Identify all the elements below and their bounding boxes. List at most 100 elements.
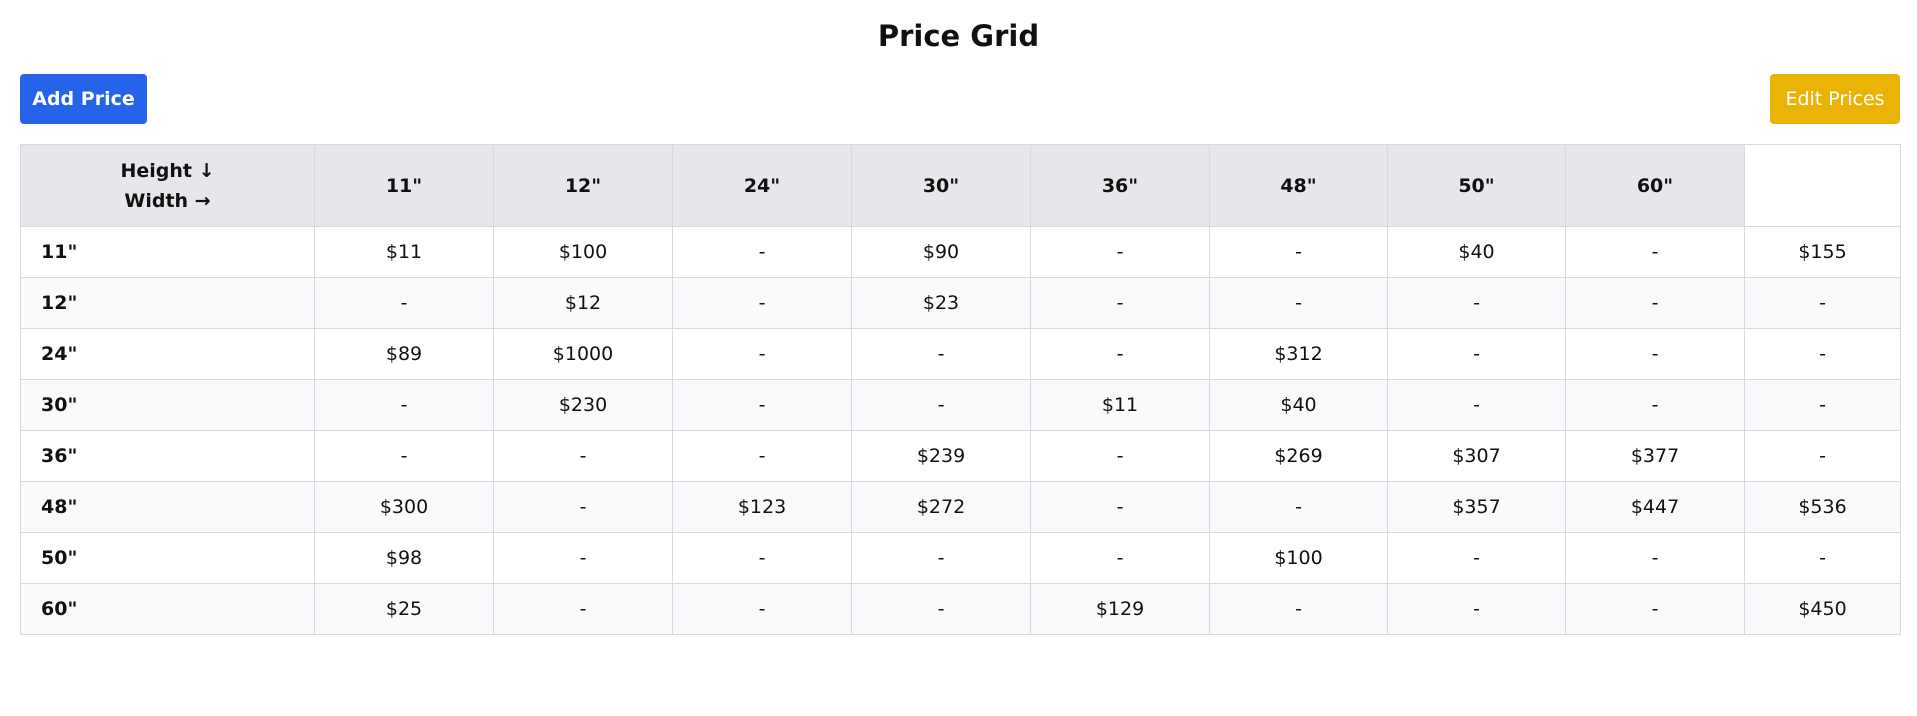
price-cell[interactable]: $11 [314,226,494,278]
price-cell[interactable]: - [1030,226,1210,278]
price-cell[interactable]: - [672,532,852,584]
column-header: 48" [1209,144,1388,227]
column-header: 24" [672,144,852,227]
price-cell[interactable]: - [1565,532,1745,584]
price-cell[interactable]: $25 [314,583,494,635]
price-cell[interactable]: - [1387,277,1566,329]
price-cell[interactable]: - [1387,379,1566,431]
header-row: Height ↓ Width → 11" 12" 24" 30" 36" 48" 50" 60… [20,144,1901,227]
price-cell[interactable]: $239 [851,430,1031,482]
price-cell[interactable]: - [493,532,673,584]
price-cell[interactable]: - [1565,277,1745,329]
price-cell[interactable]: $450 [1744,583,1901,635]
price-cell[interactable]: $312 [1209,328,1388,380]
price-cell[interactable]: $300 [314,481,494,533]
price-cell[interactable]: $536 [1744,481,1901,533]
price-cell[interactable]: - [851,328,1031,380]
price-cell[interactable]: - [1565,379,1745,431]
height-axis-label: Height ↓ [120,159,215,182]
price-grid-table: Height ↓ Width → 11" 12" 24" 30" 36" 48" 50" 60… [20,144,1901,635]
price-cell[interactable]: $100 [1209,532,1388,584]
price-cell[interactable]: $98 [314,532,494,584]
table-row: 30" - $230- - $11 $40- - - [20,379,1901,431]
page-title: Price Grid [877,19,1040,53]
table-row: 36" - - - $239- $269 $307 $377- [20,430,1901,482]
edit-prices-button[interactable]: Edit Prices [1770,74,1900,124]
price-cell[interactable]: - [1744,328,1901,380]
table-row: 11" $11 $100- $90- - $40- $155 [20,226,1901,278]
table-row: 50" $98- - - - $100- - - [20,532,1901,584]
table-row: 60" $25- - - $129- - - $450 [20,583,1901,635]
price-cell[interactable]: - [851,532,1031,584]
price-cell[interactable]: - [1744,430,1901,482]
column-header: 36" [1030,144,1210,227]
column-header: 12" [493,144,673,227]
price-cell[interactable]: - [1744,277,1901,329]
price-cell[interactable]: - [1565,328,1745,380]
price-cell[interactable]: $40 [1209,379,1388,431]
price-cell[interactable]: - [1387,328,1566,380]
price-cell[interactable]: - [1030,328,1210,380]
price-cell[interactable]: - [1030,481,1210,533]
price-cell[interactable]: - [493,583,673,635]
price-cell[interactable]: - [1030,277,1210,329]
price-cell[interactable]: - [1387,532,1566,584]
price-cell[interactable]: $447 [1565,481,1745,533]
price-cell[interactable]: - [672,430,852,482]
price-cell[interactable]: - [1209,583,1388,635]
price-cell[interactable]: - [672,328,852,380]
price-cell[interactable]: - [493,430,673,482]
corner-header: Height ↓ Width → [20,144,315,227]
price-cell[interactable]: $123 [672,481,852,533]
price-cell[interactable]: $377 [1565,430,1745,482]
price-cell[interactable]: - [1744,532,1901,584]
price-cell[interactable]: $269 [1209,430,1388,482]
price-cell[interactable]: $23 [851,277,1031,329]
price-cell[interactable]: $307 [1387,430,1566,482]
row-header: 30" [20,379,315,431]
price-cell[interactable]: - [493,481,673,533]
column-header: 60" [1565,144,1745,227]
price-cell[interactable]: - [851,583,1031,635]
price-cell[interactable]: $272 [851,481,1031,533]
price-cell[interactable]: $1000 [493,328,673,380]
price-cell[interactable]: - [1030,430,1210,482]
price-cell[interactable]: - [314,430,494,482]
price-cell[interactable]: - [314,379,494,431]
price-cell[interactable]: $357 [1387,481,1566,533]
price-cell[interactable]: $89 [314,328,494,380]
price-cell[interactable]: $12 [493,277,673,329]
column-header: 11" [314,144,494,227]
price-cell[interactable]: - [672,379,852,431]
row-header: 36" [20,430,315,482]
price-cell[interactable]: - [1209,226,1388,278]
table-row: 24" $89 $1000- - - $312- - - [20,328,1901,380]
price-cell[interactable]: $100 [493,226,673,278]
price-cell[interactable]: - [1209,277,1388,329]
price-cell[interactable]: - [314,277,494,329]
price-cell[interactable]: - [672,583,852,635]
row-header: 50" [20,532,315,584]
row-header: 11" [20,226,315,278]
price-cell[interactable]: - [1030,532,1210,584]
price-cell[interactable]: - [851,379,1031,431]
column-header: 50" [1387,144,1566,227]
price-cell[interactable]: - [1387,583,1566,635]
price-cell[interactable]: $90 [851,226,1031,278]
row-header: 48" [20,481,315,533]
width-axis-label: Width → [124,189,211,212]
price-cell[interactable]: - [672,226,852,278]
price-cell[interactable]: - [1744,379,1901,431]
price-cell[interactable]: - [1565,226,1745,278]
add-price-button[interactable]: Add Price [20,74,147,124]
price-cell[interactable]: - [672,277,852,329]
price-cell[interactable]: - [1209,481,1388,533]
price-cell[interactable]: - [1565,583,1745,635]
price-cell[interactable]: $129 [1030,583,1210,635]
price-cell[interactable]: $230 [493,379,673,431]
price-cell[interactable]: $40 [1387,226,1566,278]
price-cell[interactable]: $155 [1744,226,1901,278]
row-header: 12" [20,277,315,329]
price-cell[interactable]: $11 [1030,379,1210,431]
